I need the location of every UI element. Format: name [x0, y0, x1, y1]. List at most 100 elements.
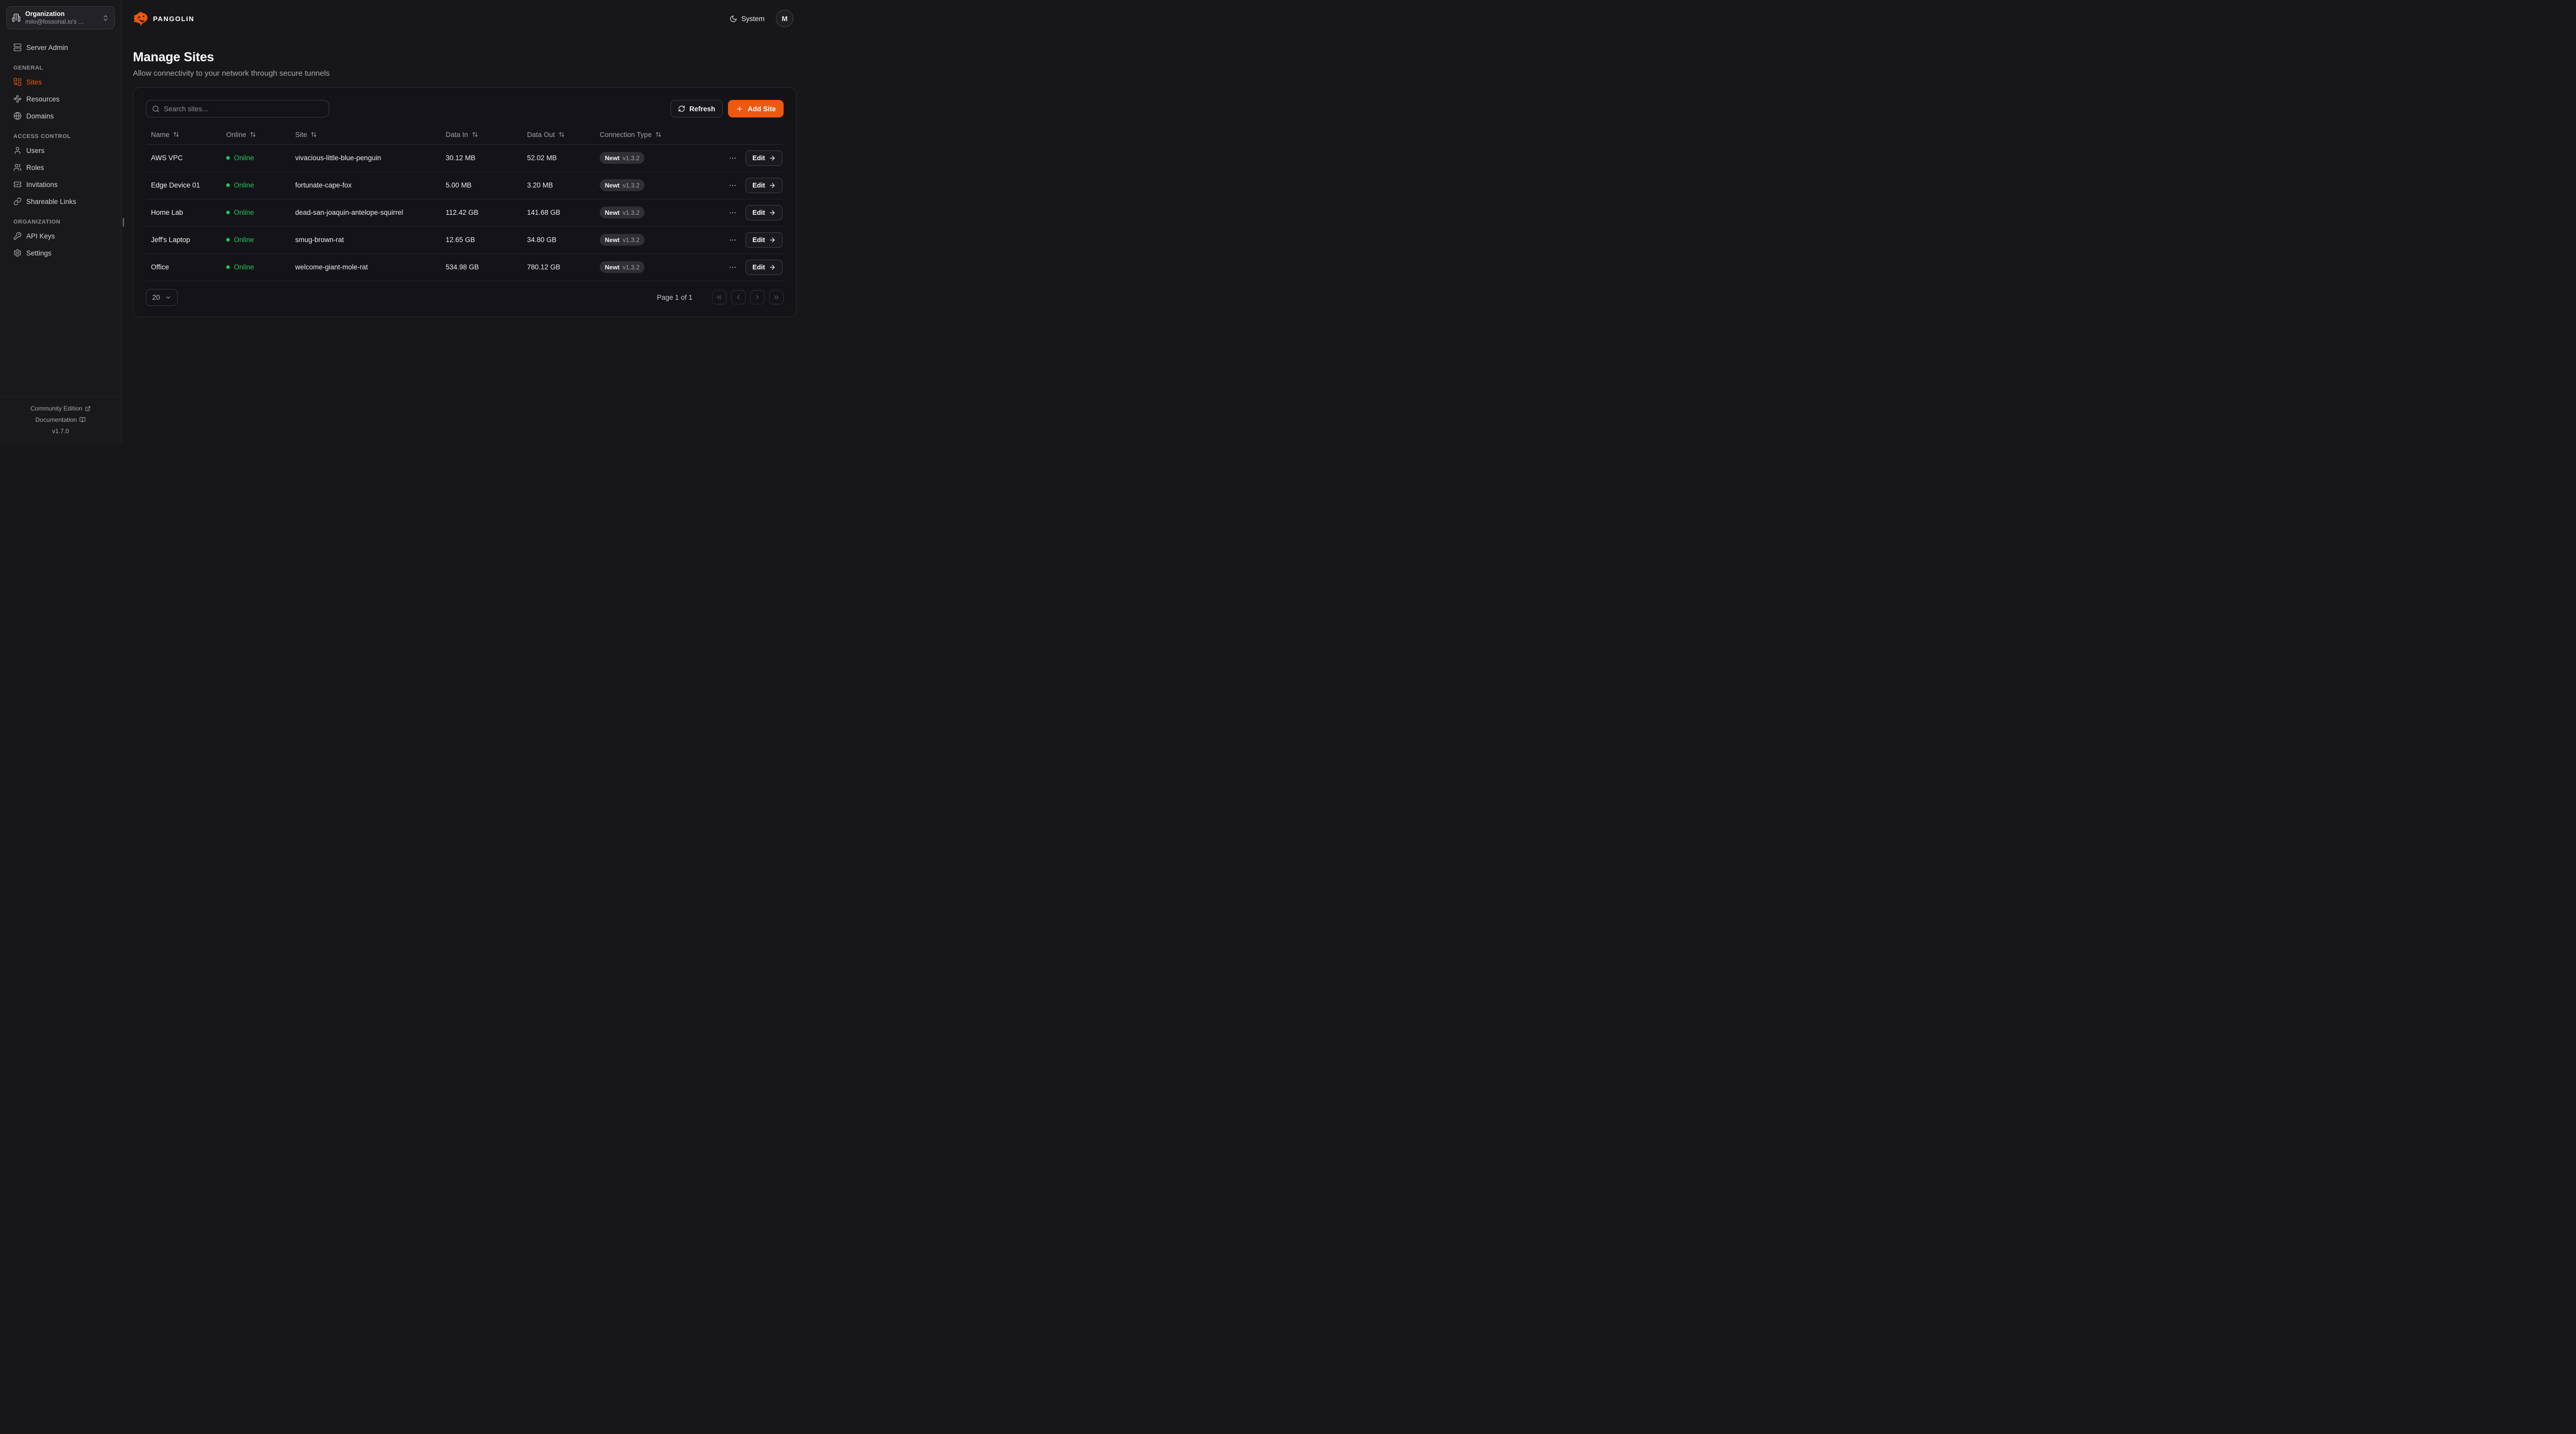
refresh-icon [679, 106, 685, 112]
column-header-online[interactable]: Online [226, 131, 256, 139]
sidebar-item-sites[interactable]: Sites [6, 74, 115, 90]
logo[interactable]: PANGOLIN [133, 11, 194, 26]
brand-name: PANGOLIN [153, 14, 195, 23]
sort-icon [311, 132, 317, 137]
table-row: Office Online welcome-giant-mole-rat 534… [146, 253, 784, 281]
online-dot [226, 238, 230, 242]
sites-table: Name Online Site Data In Data Out Connec… [146, 125, 784, 281]
cell-site-id: welcome-giant-mole-rat [290, 253, 440, 281]
status-text: Online [234, 181, 255, 189]
status-text: Online [234, 236, 255, 244]
refresh-button[interactable]: Refresh [670, 100, 723, 117]
table-row: AWS VPC Online vivacious-little-blue-pen… [146, 144, 784, 172]
sidebar-footer: Community Edition Documentation v1.7.0 [0, 397, 121, 443]
documentation-link[interactable]: Documentation [0, 414, 121, 425]
org-selector[interactable]: Organization milo@fossorial.io's ... [6, 6, 115, 29]
top-bar: PANGOLIN System M [122, 0, 808, 37]
edit-button[interactable]: Edit [745, 150, 783, 166]
edit-button[interactable]: Edit [745, 204, 783, 220]
cell-connection-type: Newt v1.3.2 [595, 199, 724, 227]
cell-site-name: Edge Device 01 [146, 172, 221, 199]
cell-site-name: AWS VPC [146, 144, 221, 172]
users-icon [13, 164, 22, 171]
avatar[interactable]: M [776, 10, 793, 27]
cell-online-status: Online [221, 144, 290, 172]
sidebar-item-settings[interactable]: Settings [6, 245, 115, 261]
chevron-right-icon [756, 295, 759, 300]
sidebar-item-shareable-links[interactable]: Shareable Links [6, 194, 115, 209]
cell-connection-type: Newt v1.3.2 [595, 253, 724, 281]
edit-button[interactable]: Edit [745, 259, 783, 275]
row-menu-button[interactable] [728, 181, 737, 190]
sidebar-item-roles[interactable]: Roles [6, 160, 115, 175]
book-open-icon [79, 417, 86, 422]
cell-data-in: 112.42 GB [440, 199, 522, 227]
org-label: Organization [25, 10, 65, 18]
cell-data-out: 141.68 GB [522, 199, 595, 227]
community-edition-link[interactable]: Community Edition [0, 403, 121, 414]
column-header-site[interactable]: Site [295, 131, 317, 139]
cell-data-out: 3.20 MB [522, 172, 595, 199]
sidebar-item-resources[interactable]: Resources [6, 91, 115, 107]
cell-site-name: Office [146, 253, 221, 281]
waypoints-icon [13, 95, 22, 103]
sort-icon [174, 132, 179, 137]
table-row: Jeff's Laptop Online smug-brown-rat 12.6… [146, 226, 784, 254]
ellipsis-icon [730, 157, 736, 159]
previous-page-button[interactable] [731, 290, 745, 304]
row-menu-button[interactable] [728, 154, 737, 162]
page-size-select[interactable]: 20 [146, 288, 178, 306]
cell-online-status: Online [221, 253, 290, 281]
theme-toggle-button[interactable]: System [730, 15, 765, 23]
sites-toolbar: Refresh Add Site [146, 100, 784, 117]
sidebar-item-invitations[interactable]: Invitations [6, 177, 115, 192]
search-icon [152, 105, 159, 112]
sidebar-nav: Server Admin GENERAL Sites Resources Dom… [0, 40, 121, 262]
cell-site-id: smug-brown-rat [290, 226, 440, 254]
page-status: Page 1 of 1 [656, 293, 692, 301]
sidebar-item-users[interactable]: Users [6, 143, 115, 158]
edit-button[interactable]: Edit [745, 177, 783, 193]
sidebar-resize-handle[interactable] [123, 218, 124, 227]
building-icon [12, 13, 21, 22]
cell-site-id: fortunate-cape-fox [290, 172, 440, 199]
next-page-button[interactable] [750, 290, 765, 304]
cell-data-out: 780.12 GB [522, 253, 595, 281]
sidebar-item-server-admin[interactable]: Server Admin [6, 40, 115, 55]
edit-button[interactable]: Edit [745, 232, 783, 248]
version-label: v1.7.0 [52, 428, 69, 435]
online-dot [226, 156, 230, 160]
arrow-right-icon [770, 264, 775, 270]
search-input[interactable] [164, 105, 323, 113]
key-icon [13, 232, 22, 240]
status-text: Online [234, 263, 255, 271]
online-dot [226, 211, 230, 214]
row-menu-button[interactable] [728, 263, 737, 271]
last-page-button[interactable] [769, 290, 784, 304]
sidebar-item-api-keys[interactable]: API Keys [6, 228, 115, 244]
chevron-left-icon [737, 295, 740, 300]
chevrons-up-down-icon [104, 15, 108, 21]
column-header-name[interactable]: Name [151, 131, 179, 139]
first-page-button[interactable] [712, 290, 726, 304]
column-header-data-in[interactable]: Data In [446, 131, 478, 139]
table-header-row: Name Online Site Data In Data Out Connec… [146, 125, 784, 145]
cell-site-id: vivacious-little-blue-penguin [290, 144, 440, 172]
page-subtitle: Allow connectivity to your network throu… [133, 69, 330, 78]
connection-badge: Newt v1.3.2 [600, 207, 645, 218]
cell-actions: Edit [724, 199, 784, 227]
row-menu-button[interactable] [728, 236, 737, 244]
column-header-connection-type[interactable]: Connection Type [600, 131, 662, 139]
arrow-right-icon [770, 210, 775, 215]
search-box[interactable] [146, 100, 329, 117]
row-menu-button[interactable] [728, 209, 737, 217]
cell-online-status: Online [221, 172, 290, 199]
online-dot [226, 183, 230, 187]
sidebar: Organization milo@fossorial.io's ... Ser… [0, 0, 122, 443]
sort-icon [656, 132, 662, 137]
add-site-button[interactable]: Add Site [728, 100, 784, 117]
moon-icon [730, 15, 737, 22]
sidebar-item-domains[interactable]: Domains [6, 108, 115, 124]
cell-data-in: 12.65 GB [440, 226, 522, 254]
column-header-data-out[interactable]: Data Out [527, 131, 565, 139]
